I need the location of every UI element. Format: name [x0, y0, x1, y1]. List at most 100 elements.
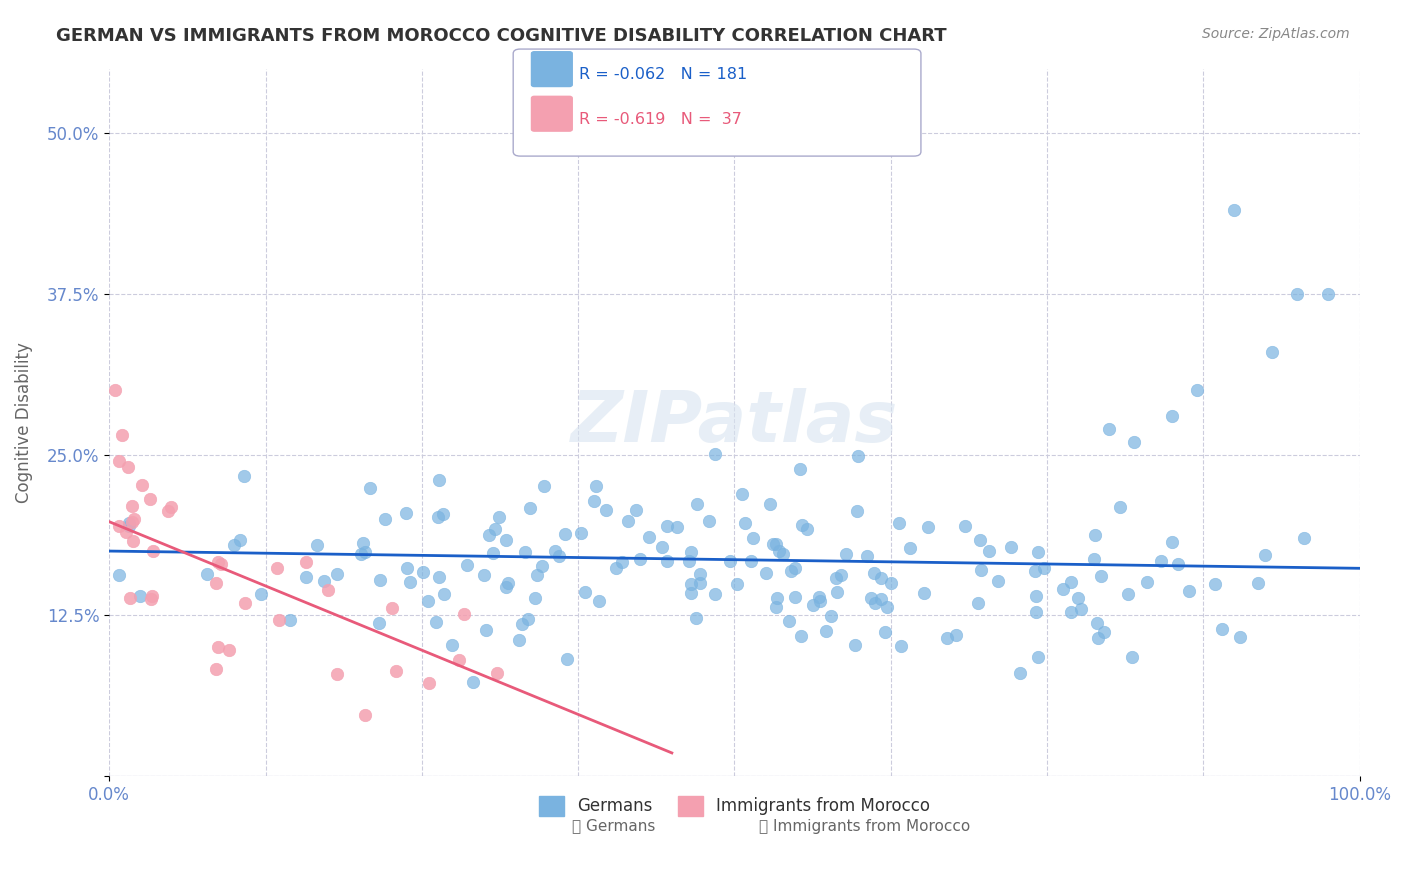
Point [449, 653, 471, 667]
Point [108, 454, 131, 468]
Point [326, 667, 349, 681]
Point [142, 544, 165, 558]
Point [508, 633, 530, 648]
Point [495, 580, 517, 594]
Point [703, 447, 725, 461]
Text: GERMAN VS IMMIGRANTS FROM MOROCCO COGNITIVE DISABILITY CORRELATION CHART: GERMAN VS IMMIGRANTS FROM MOROCCO COGNIT… [56, 27, 946, 45]
Point [814, 624, 837, 638]
Point [427, 510, 450, 524]
Point [1085, 616, 1108, 631]
Point [209, 557, 232, 571]
Point [807, 591, 830, 605]
Point [207, 640, 229, 654]
Point [856, 549, 879, 563]
Point [967, 596, 990, 610]
Point [485, 666, 508, 681]
Point [1109, 500, 1132, 515]
Y-axis label: Cognitive Disability: Cognitive Disability [15, 342, 32, 503]
Point [294, 570, 316, 584]
Point [111, 428, 134, 442]
Point [115, 524, 138, 539]
Point [349, 547, 371, 561]
Point [1160, 534, 1182, 549]
Point [685, 611, 707, 625]
Point [766, 591, 789, 605]
Point [617, 514, 640, 528]
Point [440, 638, 463, 652]
Point [555, 652, 578, 666]
Point [305, 538, 328, 552]
Point [381, 600, 404, 615]
Point [496, 576, 519, 591]
Point [1060, 575, 1083, 590]
Point [129, 589, 152, 603]
Point [1008, 665, 1031, 680]
Point [655, 553, 678, 567]
Point [945, 628, 967, 642]
Point [740, 554, 762, 568]
Point [689, 576, 711, 591]
Point [846, 449, 869, 463]
Point [863, 566, 886, 581]
Point [917, 520, 939, 534]
Point [689, 566, 711, 581]
Point [704, 587, 727, 601]
Point [569, 526, 592, 541]
Point [204, 576, 226, 591]
Point [1070, 601, 1092, 615]
Point [628, 551, 651, 566]
Point [122, 512, 145, 526]
Point [432, 507, 454, 521]
Point [374, 512, 396, 526]
Point [412, 565, 434, 579]
Point [624, 503, 647, 517]
Point [987, 574, 1010, 588]
Point [478, 528, 501, 542]
Point [232, 469, 254, 483]
Point [433, 587, 456, 601]
Text: R = -0.062   N = 181: R = -0.062 N = 181 [579, 67, 748, 82]
Point [582, 493, 605, 508]
Point [530, 559, 553, 574]
Point [117, 516, 139, 530]
Point [820, 609, 842, 624]
Point [718, 554, 741, 568]
Point [755, 566, 778, 580]
Point [681, 577, 703, 591]
Point [266, 561, 288, 575]
Point [765, 599, 787, 614]
Point [1025, 606, 1047, 620]
Point [873, 625, 896, 640]
Point [354, 545, 377, 559]
Point [141, 592, 163, 607]
Text: Source: ZipAtlas.com: Source: ZipAtlas.com [1202, 27, 1350, 41]
Legend: Germans, Immigrants from Morocco: Germans, Immigrants from Morocco [530, 788, 938, 824]
Point [160, 500, 183, 514]
Point [876, 599, 898, 614]
Point [1024, 564, 1046, 578]
Point [517, 612, 540, 626]
Point [131, 478, 153, 492]
Point [475, 623, 498, 637]
Point [1123, 434, 1146, 449]
Point [1292, 531, 1315, 545]
Point [844, 638, 866, 652]
Point [354, 707, 377, 722]
Point [834, 548, 856, 562]
Point [1052, 582, 1074, 596]
Point [554, 526, 576, 541]
Point [280, 613, 302, 627]
Point [741, 532, 763, 546]
Point [533, 478, 555, 492]
Point [1285, 286, 1308, 301]
Point [1185, 383, 1208, 397]
Point [912, 585, 935, 599]
Point [870, 592, 893, 607]
Point [205, 662, 228, 676]
Point [1167, 557, 1189, 571]
Point [681, 585, 703, 599]
Point [1000, 540, 1022, 554]
Point [218, 643, 240, 657]
Point [513, 545, 536, 559]
Point [1090, 569, 1112, 583]
